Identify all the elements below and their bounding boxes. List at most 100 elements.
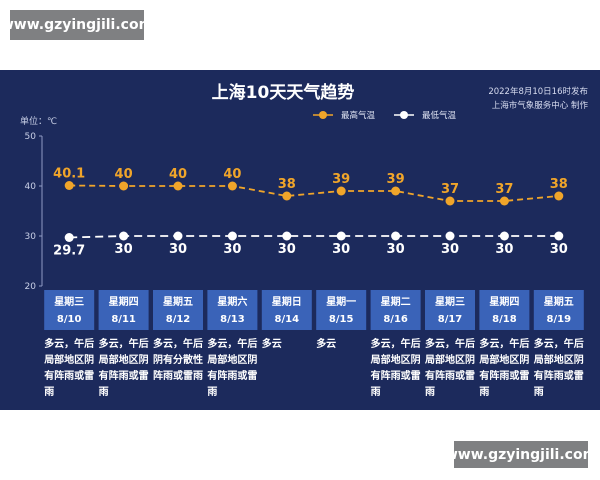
low-temp-label: 30 — [169, 242, 187, 257]
condition-line: 多云，午后 — [44, 337, 94, 350]
low-temp-label: 30 — [223, 242, 241, 257]
high-temp-label: 38 — [550, 177, 568, 192]
low-temp-point — [282, 231, 292, 241]
high-temp-label: 40.1 — [53, 167, 85, 182]
high-temp-label: 39 — [332, 172, 350, 187]
low-temp-label: 30 — [441, 242, 459, 257]
condition-line: 有阵雨或雷 — [207, 369, 257, 382]
day-box — [153, 290, 203, 330]
low-temp-point — [554, 231, 564, 241]
high-temp-point — [119, 181, 129, 191]
weekday-label: 星期五 — [163, 295, 193, 308]
date-label: 8/18 — [492, 314, 517, 325]
condition-line: 阵雨或雷雨 — [153, 369, 203, 382]
low-temp-point — [499, 231, 509, 241]
low-temp-label: 30 — [550, 242, 568, 257]
low-temp-label: 30 — [387, 242, 405, 257]
day-box — [370, 290, 421, 330]
low-temp-point — [445, 231, 455, 241]
date-label: 8/15 — [329, 314, 354, 325]
high-temp-point — [336, 186, 346, 196]
legend: 最高气温 最低气温 — [313, 110, 457, 121]
legend-high-marker — [319, 111, 327, 119]
day-box — [207, 290, 258, 330]
date-label: 8/19 — [547, 314, 572, 325]
legend-low-marker — [400, 111, 408, 119]
high-temp-label: 37 — [495, 182, 513, 197]
day-box — [425, 290, 475, 330]
y-tick-label: 20 — [25, 282, 37, 292]
low-temp-label: 29.7 — [53, 244, 85, 259]
low-temp-line — [69, 235, 559, 239]
condition-line: 雨 — [99, 386, 109, 398]
condition-line: 雨 — [44, 386, 54, 398]
date-label: 8/10 — [57, 314, 82, 325]
condition-line: 局部地区阴 — [43, 353, 94, 366]
date-label: 8/12 — [166, 314, 191, 325]
condition-line: 局部地区阴 — [206, 353, 257, 366]
high-temp-point — [554, 191, 564, 201]
date-label: 8/13 — [220, 314, 245, 325]
condition-line: 多云 — [316, 337, 336, 350]
condition-line: 局部地区阴 — [533, 353, 584, 366]
high-temp-point — [499, 196, 509, 206]
condition-line: 多云，午后 — [534, 337, 584, 350]
condition-line: 局部地区阴 — [478, 353, 529, 366]
low-temp-point — [119, 231, 129, 241]
day-box — [44, 290, 95, 330]
condition-line: 有阵雨或雷 — [425, 369, 475, 382]
chart-title: 上海10天天气趋势 — [212, 82, 355, 103]
day-column: 星期日 8/14 多云 — [261, 290, 312, 350]
condition-line: 阴有分散性 — [153, 353, 203, 366]
condition-line: 多云，午后 — [207, 337, 257, 350]
date-label: 8/16 — [383, 314, 408, 325]
weekday-label: 星期六 — [217, 295, 247, 308]
y-tick-label: 30 — [25, 232, 37, 242]
y-tick-label: 50 — [25, 132, 37, 142]
condition-line: 多云，午后 — [479, 337, 529, 350]
weekday-label: 星期三 — [435, 295, 465, 308]
condition-line: 局部地区阴 — [98, 353, 149, 366]
weekday-label: 星期三 — [54, 295, 84, 308]
condition-line: 多云，午后 — [99, 337, 149, 350]
condition-line: 局部地区阴 — [370, 353, 421, 366]
high-temp-line — [69, 184, 559, 202]
condition-line: 有阵雨或雷 — [44, 369, 94, 382]
condition-line: 雨 — [479, 386, 489, 398]
day-box — [479, 290, 530, 330]
low-temp-label: 30 — [332, 242, 350, 257]
condition-line: 有阵雨或雷 — [371, 369, 421, 382]
weekday-label: 星期一 — [326, 295, 356, 308]
source-credit: 上海市气象服务中心 制作 — [492, 100, 589, 111]
high-temp-label: 40 — [223, 167, 241, 182]
unit-label: 单位：℃ — [20, 115, 57, 127]
weekday-label: 星期四 — [109, 295, 139, 308]
high-temp-label: 38 — [278, 177, 296, 192]
high-temp-point — [173, 181, 183, 191]
low-temp-point — [173, 231, 183, 241]
low-temp-label: 30 — [278, 242, 296, 257]
date-label: 8/14 — [275, 314, 300, 325]
condition-line: 局部地区阴 — [424, 353, 475, 366]
day-box — [261, 290, 312, 330]
day-box — [316, 290, 367, 330]
condition-line: 雨 — [371, 386, 381, 398]
condition-line: 多云，午后 — [153, 337, 203, 350]
high-temp-label: 40 — [115, 167, 133, 182]
high-temp-point — [64, 181, 74, 190]
watermark-bottom[interactable]: www.gzyingjili.com — [445, 441, 597, 468]
low-temp-point — [391, 231, 401, 241]
condition-line: 雨 — [207, 386, 217, 398]
low-temp-label: 30 — [495, 242, 513, 257]
low-temp-point — [227, 231, 237, 241]
series-lines — [69, 184, 559, 239]
high-temp-label: 37 — [441, 182, 459, 197]
watermark-top[interactable]: www.gzyingjili.com — [1, 10, 153, 40]
